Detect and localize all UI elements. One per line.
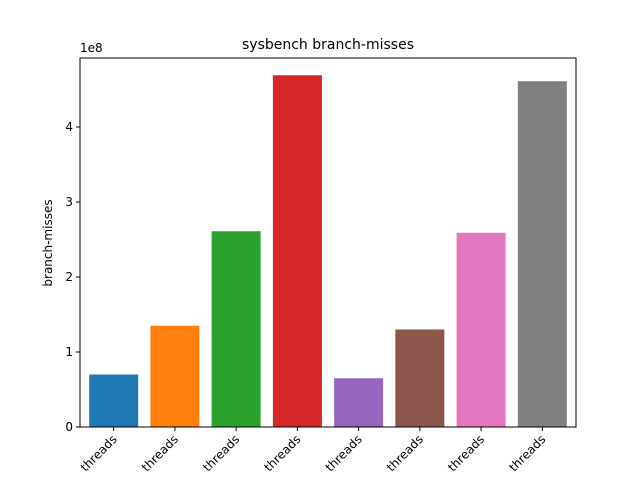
x-tick-label-6: threads bbox=[384, 432, 426, 474]
bar-2 bbox=[150, 325, 200, 427]
bar-4 bbox=[272, 75, 322, 427]
bars-group bbox=[89, 75, 567, 427]
y-tick-label-2: 2 bbox=[65, 270, 73, 284]
y-ticks-group: 0 1 2 3 4 bbox=[65, 120, 80, 434]
x-tick-label-8: threads bbox=[506, 432, 548, 474]
bar-7 bbox=[456, 232, 506, 427]
x-tick-label-7: threads bbox=[445, 432, 487, 474]
x-tick-label-4: threads bbox=[261, 432, 303, 474]
y-tick-label-3: 3 bbox=[65, 195, 73, 209]
bar-6 bbox=[395, 329, 445, 427]
bar-5 bbox=[334, 378, 384, 427]
x-tick-label-5: threads bbox=[323, 432, 365, 474]
y-offset-label: 1e8 bbox=[80, 41, 103, 55]
y-axis-label: branch-misses bbox=[41, 199, 55, 286]
x-tick-label-1: threads bbox=[78, 432, 120, 474]
y-tick-label-1: 1 bbox=[65, 345, 73, 359]
bar-3 bbox=[211, 231, 261, 427]
y-tick-label-4: 4 bbox=[65, 120, 73, 134]
bar-8 bbox=[517, 81, 567, 427]
x-tick-label-2: threads bbox=[139, 432, 181, 474]
plot-frame bbox=[79, 57, 577, 428]
x-ticks-group: threads threads threads threads threads threa… bbox=[78, 427, 548, 474]
y-tick-label-0: 0 bbox=[65, 420, 73, 434]
chart-title: sysbench branch-misses bbox=[242, 37, 414, 53]
x-tick-label-3: threads bbox=[200, 432, 242, 474]
bar-1 bbox=[89, 374, 139, 427]
